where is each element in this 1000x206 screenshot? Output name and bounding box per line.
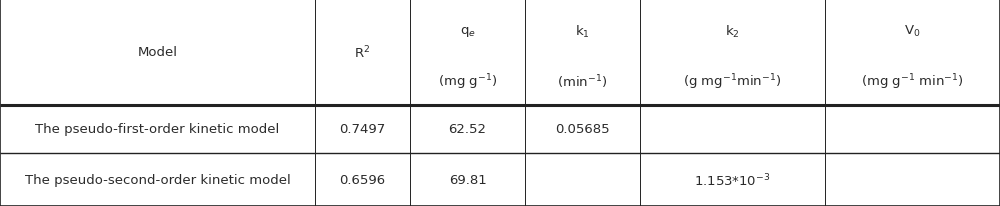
Text: (g mg$^{-1}$min$^{-1}$): (g mg$^{-1}$min$^{-1}$) — [683, 72, 782, 92]
Text: 69.81: 69.81 — [449, 173, 486, 186]
Text: The pseudo-second-order kinetic model: The pseudo-second-order kinetic model — [25, 173, 290, 186]
Text: 62.52: 62.52 — [448, 123, 486, 136]
Text: k$_{2}$: k$_{2}$ — [725, 23, 740, 40]
Text: 0.7497: 0.7497 — [339, 123, 386, 136]
Text: k$_{1}$: k$_{1}$ — [575, 23, 590, 40]
Text: 0.6596: 0.6596 — [339, 173, 386, 186]
Text: V$_{0}$: V$_{0}$ — [904, 24, 921, 39]
Text: q$_{e}$: q$_{e}$ — [460, 25, 475, 39]
Text: Model: Model — [138, 46, 178, 59]
Text: (min$^{-1}$): (min$^{-1}$) — [557, 73, 608, 91]
Text: R$^{2}$: R$^{2}$ — [354, 44, 371, 61]
Text: 1.153*10$^{-3}$: 1.153*10$^{-3}$ — [694, 171, 771, 188]
Text: 0.05685: 0.05685 — [555, 123, 610, 136]
Text: The pseudo-first-order kinetic model: The pseudo-first-order kinetic model — [35, 123, 280, 136]
Text: (mg g$^{-1}$ min$^{-1}$): (mg g$^{-1}$ min$^{-1}$) — [861, 72, 964, 92]
Text: (mg g$^{-1}$): (mg g$^{-1}$) — [438, 72, 497, 92]
